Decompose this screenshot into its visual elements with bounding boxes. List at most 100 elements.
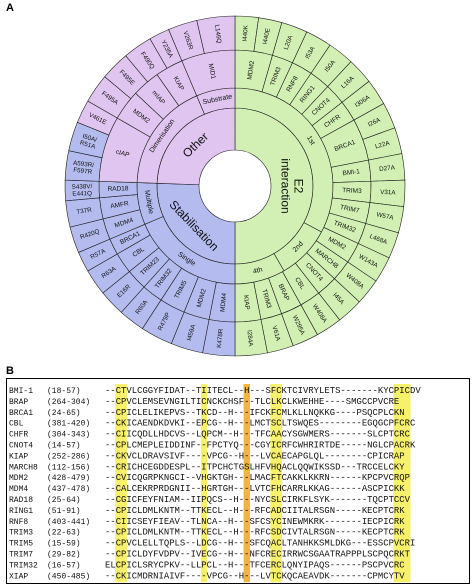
- alignment-sequence: --CKVCLDRAVSIVF----VPCG--H---LVCAECAPGLQ…: [105, 451, 405, 461]
- conserved-column-highlight: [404, 384, 411, 583]
- alignment-residue-range: (14-57): [47, 442, 81, 451]
- ring-mutations: I440K I440E L20AI53AI50AL16AI306AI26AL22AD…: [64, 15, 406, 357]
- mutation-label: S438V/E441Q: [72, 183, 93, 197]
- alignment-sequence: --CKICAENDKDVKI--EPCG--H---LMCTSCLTSWQES…: [105, 419, 415, 429]
- protein-label: cIAP: [115, 148, 130, 159]
- mutation-label: I50A/R51A: [79, 132, 99, 150]
- alignment-protein-name: TRIM32: [9, 561, 38, 570]
- mutation-label: T37R: [76, 206, 93, 216]
- alignment-sequence: --CPVCLELLTQPLS--LDCG--H---SFCQACLTANHKK…: [105, 539, 415, 549]
- alignment-residue-range: (24-65): [47, 409, 81, 418]
- protein-label: TRIM7: [339, 204, 360, 215]
- mutation-label: I440K: [242, 24, 250, 42]
- group-label: E2interaction: [278, 158, 305, 213]
- sequence-alignment: BMI-1 (18-57) --CTVLCGGYFIDAT--TIITECL--H-…: [9, 384, 421, 583]
- protein-label: MID1: [207, 63, 217, 80]
- alignment-protein-name: RNF8: [9, 518, 28, 527]
- alignment-protein-name: TRIM5: [9, 540, 33, 549]
- alignment-residue-range: (428-479): [47, 474, 90, 483]
- alignment-sequence: --CPVCLEMSEVNGILTICNCKCHSF--TLCLKCLKWEHH…: [105, 397, 399, 407]
- mutation-label: A593R/F597R: [72, 159, 95, 175]
- mutation-label: L22A: [374, 140, 391, 151]
- alignment-sequence: --CPICLELIKEPVS--TKCD--H---IFCKFCMLKLLNQ…: [105, 408, 405, 418]
- alignment-residue-range: (381-420): [47, 420, 90, 429]
- alignment-sequence: --CKICMDRNIAIVF----VPCG--H---LVTCKQCAEAV…: [105, 571, 405, 581]
- alignment-protein-name: CBL: [9, 420, 24, 429]
- mutation-label: L146Q: [213, 24, 222, 44]
- alignment-protein-name: RING1: [9, 507, 33, 516]
- alignment-sequence: --CIICSEYFIEAV--TLNCA--H---SFCSYCINEWMKR…: [105, 517, 405, 527]
- alignment-residue-range: (51-91): [47, 507, 81, 516]
- alignment-residue-range: (29-82): [47, 551, 81, 560]
- alignment-residue-range: (112-156): [47, 463, 90, 472]
- conserved-column-highlight: [393, 384, 400, 583]
- subgroup-label: 1st: [305, 135, 316, 147]
- mutation-label: I284A: [245, 330, 254, 348]
- alignment-protein-name: BRCA1: [9, 409, 33, 418]
- alignment-sequence: ELCPICLSRYCPKV--LLPCL--H---TFCERCLQNYIPA…: [105, 560, 405, 570]
- alignment-residue-range: (16-57): [47, 561, 81, 570]
- alignment-protein-name: RAD18: [9, 496, 33, 505]
- mutation-label: I459A: [186, 323, 198, 342]
- protein-label: MDM2: [246, 60, 256, 80]
- histidine-column-highlight: [243, 384, 250, 583]
- alignment-residue-range: (15-59): [47, 540, 81, 549]
- alignment-protein-name: BMI-1: [9, 387, 33, 396]
- mutation-label: L20A: [283, 34, 295, 51]
- mutation-label: D27A: [379, 164, 396, 173]
- conserved-column-highlight: [120, 384, 127, 583]
- alignment-residue-range: (437-478): [47, 485, 90, 494]
- alignment-protein-name: CHFR: [9, 431, 28, 440]
- alignment-sequence: --CPLCMEPLEIDDINF--FPCTYQ---CGYICRFCWHRI…: [105, 441, 416, 451]
- alignment-residue-range: (25-64): [47, 496, 81, 505]
- mutation-label: W57A: [376, 211, 395, 221]
- subgroup-label: 4th: [252, 266, 263, 275]
- alignment-protein-name: BRAP: [9, 398, 28, 407]
- mutation-label: I440E: [262, 28, 272, 46]
- conserved-column-highlight: [398, 384, 406, 583]
- alignment-sequence: --CRICHCEGDDESPL--ITPCHCTGSLHFVHQACLQQWI…: [105, 462, 405, 472]
- alignment-protein-name: KIAP: [9, 452, 28, 461]
- alignment-protein-name: MARCH8: [9, 463, 38, 472]
- mutation-label: V31A: [380, 189, 396, 197]
- alignment-protein-name: CNOT4: [9, 442, 33, 451]
- mutation-segment: [196, 15, 236, 54]
- conserved-column-highlight: [275, 384, 283, 583]
- protein-label: RAD18: [107, 185, 129, 193]
- panel-b-label: B: [6, 365, 14, 377]
- alignment-sequence: --CALCEKRPRDGNII--HGRTGH---LVTCFHCARRLKK…: [105, 484, 405, 494]
- alignment-protein-name: MDM4: [9, 485, 28, 494]
- mutation-label: V61A: [270, 325, 281, 342]
- alignment-sequence: --CVICQGRPKNGCI--VHGKTGH---LMACFTCAKKLKK…: [105, 473, 410, 483]
- mutation-label: K478R: [216, 328, 225, 348]
- alignment-sequence: --CPICLDMLKNTM--TTKECL--H---RFCADCIITALR…: [105, 506, 405, 516]
- alignment-protein-name: TRIM3: [9, 529, 33, 538]
- subgroup-label: Multiple: [143, 190, 154, 215]
- alignment-protein-name: XIAP: [9, 572, 28, 581]
- alignment-protein-name: MDM2: [9, 474, 28, 483]
- alignment-protein-name: TRIM7: [9, 551, 33, 560]
- alignment-sequence: --CPICLDMLKNTM--TTKECL--H---RFCSDCIVTALR…: [105, 528, 405, 538]
- alignment-residue-range: (18-57): [47, 387, 81, 396]
- sequence-alignment-box: BMI-1 (18-57) --CTVLCGGYFIDAT--TIITECL--H-…: [6, 378, 470, 584]
- alignment-residue-range: (252-286): [47, 452, 90, 461]
- protein-label: KIAP: [242, 295, 250, 310]
- alignment-sequence: --CIICQDLLHDCVS--LQPCM--H---TFCAACYSGWME…: [105, 430, 410, 440]
- protein-label: AMFR: [110, 200, 130, 210]
- protein-label: TRIM3: [342, 187, 362, 195]
- alignment-sequence: --CGICFEYFNIAM--IIPQCS--H---NYCSLCIRKFLS…: [105, 495, 411, 505]
- protein-label: MDM4: [219, 292, 228, 312]
- protein-label: BMI-1: [342, 168, 360, 177]
- conserved-column-highlight: [270, 384, 277, 583]
- alignment-residue-range: (450-485): [47, 572, 90, 581]
- alignment-sequence: --CTVLCGGYFIDAT--TIITECL--H---SFCKTCIVRY…: [105, 386, 421, 396]
- conserved-column-highlight: [115, 384, 122, 583]
- conserved-column-highlight: [200, 384, 208, 583]
- alignment-residue-range: (304-343): [47, 431, 90, 440]
- alignment-residue-range: (22-63): [47, 529, 81, 538]
- panel-a-label: A: [6, 2, 14, 14]
- alignment-residue-range: (264-304): [47, 398, 90, 407]
- alignment-sequence: --CPICLDYFVDPV--IVECG--H---NFCRECIRRWCSG…: [105, 550, 410, 560]
